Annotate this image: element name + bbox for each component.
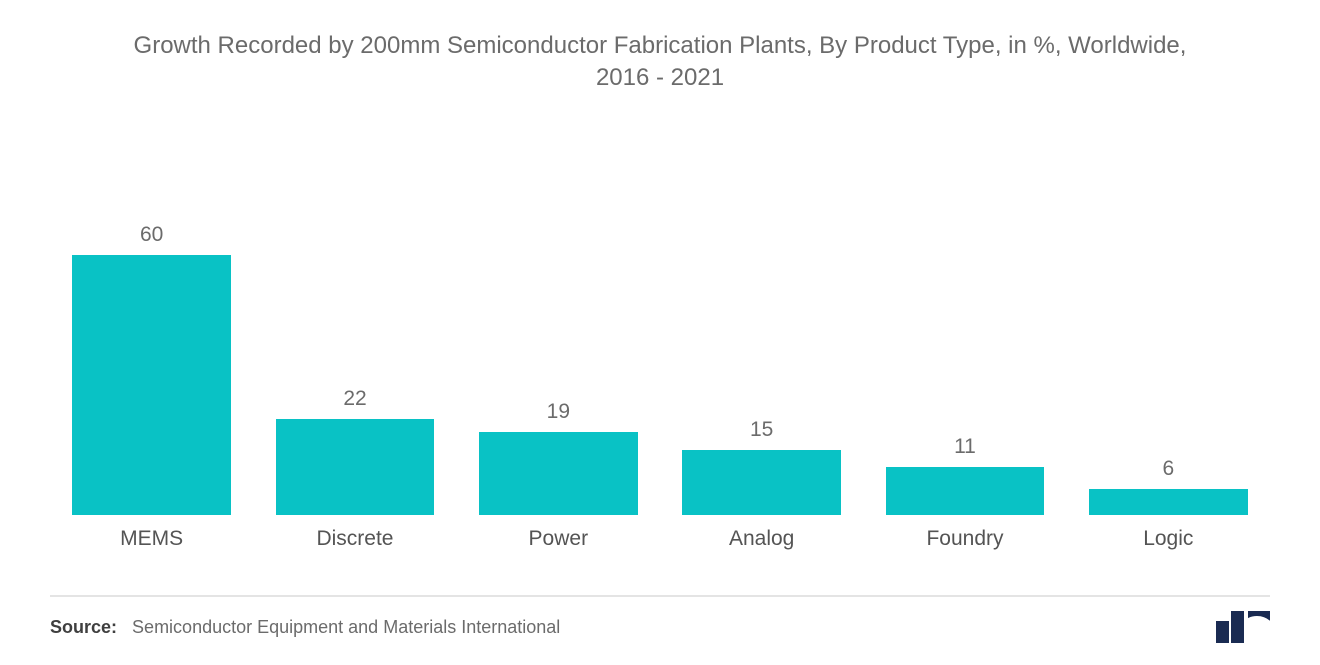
x-axis-label: MEMS [50,527,253,551]
bar-value-label: 60 [140,223,163,247]
x-axis-label: Logic [1067,527,1270,551]
bar-rect [479,432,638,514]
logo-arc [1246,611,1270,643]
bars-group: 60 22 19 15 11 6 [50,155,1270,515]
bar-rect [276,419,435,514]
chart-footer: Source: Semiconductor Equipment and Mate… [50,595,1270,643]
source-text: Semiconductor Equipment and Materials In… [132,617,560,637]
x-axis-label: Foundry [863,527,1066,551]
bar-rect [682,450,841,515]
bar-slot: 15 [660,155,863,515]
chart-container: Growth Recorded by 200mm Semiconductor F… [0,0,1320,665]
bar-rect [1089,489,1248,515]
bar-rect [72,255,231,515]
bar-slot: 22 [253,155,456,515]
bar-value-label: 19 [547,400,570,424]
x-axis-label: Analog [660,527,863,551]
bar-slot: 60 [50,155,253,515]
bar-slot: 11 [863,155,1066,515]
x-axis-label: Power [457,527,660,551]
logo-bar-2 [1231,611,1244,643]
x-axis-labels: MEMSDiscretePowerAnalogFoundryLogic [50,527,1270,551]
bar-value-label: 6 [1162,457,1174,481]
x-axis-label: Discrete [253,527,456,551]
chart-title: Growth Recorded by 200mm Semiconductor F… [110,30,1210,95]
bar-rect [886,467,1045,515]
logo-bar-1 [1216,621,1229,643]
bar-slot: 19 [457,155,660,515]
bar-value-label: 11 [954,435,976,459]
plot-area: 60 22 19 15 11 6 [50,155,1270,515]
source-label: Source: [50,617,117,637]
bar-slot: 6 [1067,155,1270,515]
brand-logo-icon [1216,611,1270,643]
bar-value-label: 22 [343,387,366,411]
source-line: Source: Semiconductor Equipment and Mate… [50,617,560,638]
bar-value-label: 15 [750,418,773,442]
